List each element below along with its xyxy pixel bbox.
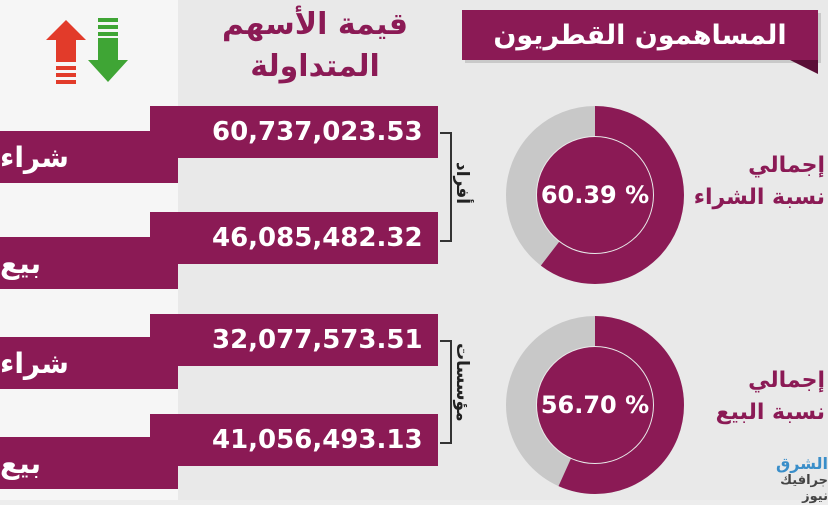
action-label: بيع: [0, 246, 42, 280]
title-fold: [790, 60, 818, 74]
donut-caption-line2: نسبة الشراء: [693, 185, 825, 210]
donut-caption-line1: إجمالي: [748, 368, 825, 393]
logo-main: الشرق: [775, 454, 828, 473]
column-title-line1: قيمة الأسهم: [221, 7, 409, 42]
column-title-line2: المتداولة: [250, 49, 380, 84]
action-bar: بيع: [0, 437, 178, 489]
donut-caption-line1: إجمالي: [748, 153, 825, 178]
group-bracket: [440, 132, 452, 242]
group-bracket: [440, 340, 452, 444]
donut-center: [537, 347, 653, 463]
value-text: 46,085,482.32: [212, 223, 423, 253]
page-title: المساهمون القطريون: [462, 10, 818, 60]
donut-caption-line2: نسبة البيع: [715, 400, 825, 425]
column-title: قيمة الأسهم المتداولة: [200, 4, 430, 88]
donut-arc: [506, 316, 684, 494]
buy-ratio-donut: % 60.39: [505, 105, 685, 285]
action-bar: شراء: [0, 337, 178, 389]
donut-arc: [506, 106, 684, 284]
donut-caption: إجمالي نسبة البيع: [690, 365, 825, 429]
action-label: بيع: [0, 446, 42, 480]
action-label: شراء: [0, 140, 69, 174]
value-bar: 60,737,023.53: [150, 106, 438, 158]
action-bar: بيع: [0, 237, 178, 289]
down-arrow-icon: [88, 18, 128, 82]
donut-caption: إجمالي نسبة الشراء: [690, 150, 825, 214]
group-label: مؤسسات: [452, 343, 472, 422]
value-text: 60,737,023.53: [212, 117, 423, 147]
logo: الشرق جرافيك نيوز: [752, 454, 828, 505]
action-label: شراء: [0, 346, 69, 380]
value-bar: 32,077,573.51: [150, 314, 438, 366]
value-text: 41,056,493.13: [212, 425, 423, 455]
donut-svg: [506, 316, 684, 494]
sell-ratio-donut: % 56.70: [505, 315, 685, 495]
donut-value: % 60.39: [540, 181, 650, 209]
group-label: أفراد: [452, 162, 472, 205]
value-bar: 46,085,482.32: [150, 212, 438, 264]
buy-sell-arrows-icon: [46, 18, 128, 84]
donut-svg: [506, 106, 684, 284]
action-bar: شراء: [0, 131, 178, 183]
value-text: 32,077,573.51: [212, 325, 423, 355]
donut-center: [537, 137, 653, 253]
value-bar: 41,056,493.13: [150, 414, 438, 466]
logo-sub: جرافيك نيوز: [780, 473, 828, 504]
up-arrow-icon: [46, 20, 86, 84]
donut-value: % 56.70: [540, 391, 650, 419]
